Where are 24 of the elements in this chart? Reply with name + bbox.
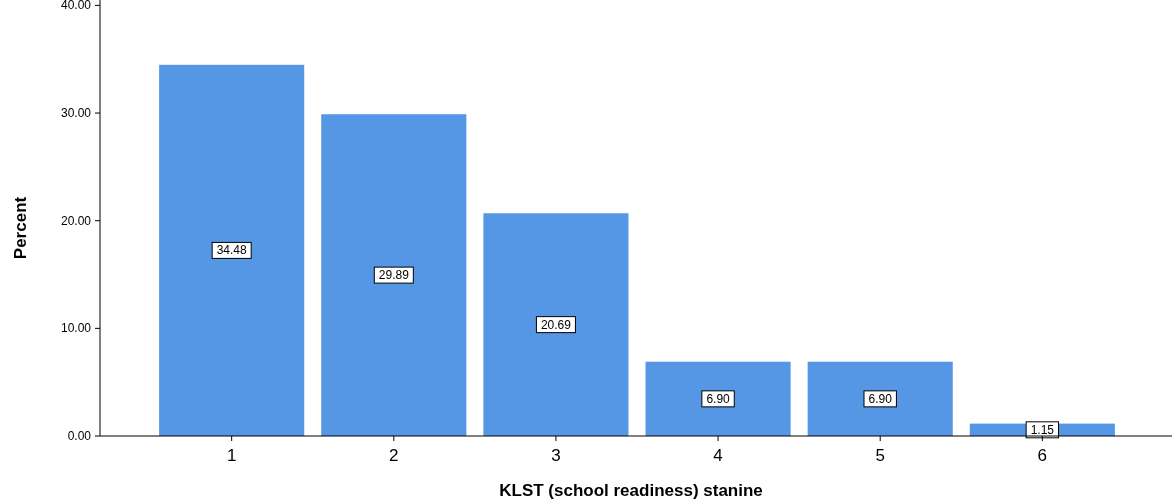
data-label: 6.90 (706, 391, 731, 406)
bar (483, 213, 629, 436)
x-axis-title: KLST (school readiness) stanine (499, 481, 763, 500)
x-tick-label: 2 (389, 446, 399, 465)
bar (645, 361, 791, 436)
x-tick-label: 4 (713, 446, 723, 465)
bar (321, 114, 467, 436)
data-label: 6.90 (868, 391, 893, 406)
y-tick-label: 20.00 (60, 213, 92, 228)
y-tick-label: 10.00 (60, 321, 92, 336)
x-tick-label: 6 (1037, 446, 1048, 465)
data-label: 1.15 (1030, 422, 1055, 437)
x-tick-label: 3 (551, 446, 561, 465)
data-label: 34.48 (216, 243, 247, 258)
x-tick-label: 5 (875, 446, 885, 465)
bar (807, 361, 953, 436)
y-axis-title: Percent (11, 196, 30, 260)
y-tick-label: 40.00 (60, 0, 92, 13)
bar (159, 64, 305, 436)
x-tick-label: 1 (226, 446, 237, 465)
data-label: 20.69 (540, 317, 572, 332)
y-tick-label: 30.00 (60, 106, 92, 121)
y-tick-label: 0.00 (67, 429, 92, 443)
data-label: 29.89 (378, 268, 410, 283)
